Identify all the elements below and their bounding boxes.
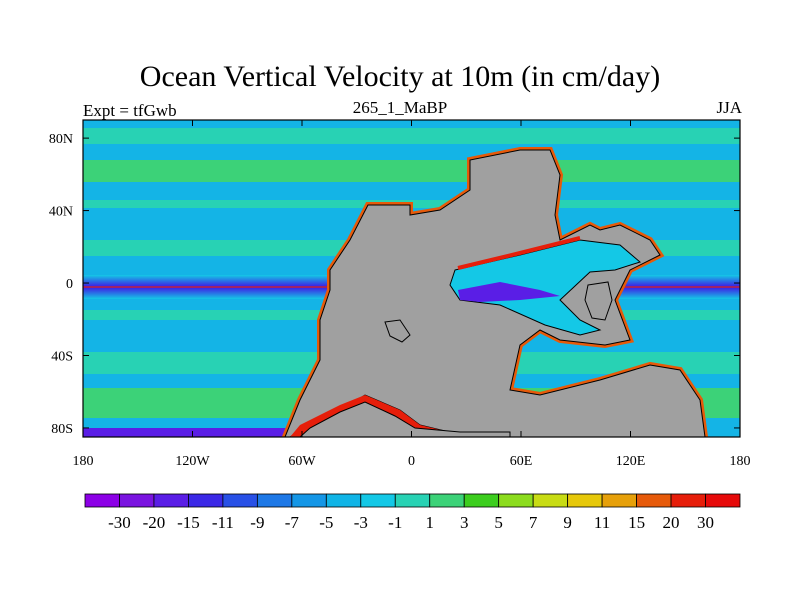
colorbar-swatch [119, 493, 155, 508]
colorbar-swatch [567, 493, 603, 508]
colorbar-label: 3 [460, 513, 469, 532]
colorbar-label: 30 [697, 513, 714, 532]
colorbar-label: -9 [250, 513, 264, 532]
season-label: JJA [716, 98, 742, 117]
colorbar-label: 1 [425, 513, 434, 532]
colorbar-swatch [636, 493, 672, 508]
colorbar-swatch [256, 493, 293, 508]
chart-title: Ocean Vertical Velocity at 10m (in cm/da… [139, 60, 661, 93]
small-island [384, 319, 411, 343]
x-tick-label: 0 [408, 454, 415, 469]
colorbar-label: -11 [212, 513, 234, 532]
colorbar-label: 7 [529, 513, 538, 532]
colorbar-swatch [394, 493, 431, 508]
period-label: 265_1_MaBP [352, 98, 448, 117]
tethys-red-rim [457, 236, 581, 270]
colorbar-label: -7 [285, 513, 300, 532]
colorbar-swatch [532, 493, 569, 508]
colorbar-label: -1 [388, 513, 402, 532]
x-tick-label: 180 [73, 454, 94, 469]
y-tick-label: 80S [51, 422, 73, 437]
colorbar-label: 9 [563, 513, 572, 532]
colorbar-label: -5 [319, 513, 333, 532]
y-tick-label: 0 [66, 277, 73, 292]
x-tick-label: 120E [616, 454, 646, 469]
y-axis: 80N 40N 0 40S 80S [49, 132, 740, 437]
colorbar-swatch [601, 493, 637, 508]
colorbar-swatch [222, 493, 258, 508]
colorbar-swatch [463, 493, 500, 508]
colorbar-swatch [291, 493, 327, 508]
east-island [584, 281, 613, 321]
colorbar-label: -20 [143, 513, 166, 532]
y-tick-label: 40N [49, 205, 73, 220]
colorbar-swatch [429, 493, 465, 508]
colorbar-label: 20 [663, 513, 680, 532]
x-tick-label: 180 [730, 454, 751, 469]
colorbar-label: 11 [594, 513, 610, 532]
colorbar-swatch [325, 493, 362, 508]
colorbar-label: -15 [177, 513, 200, 532]
y-tick-label: 80N [49, 132, 73, 147]
colorbar-swatch [153, 493, 189, 508]
x-tick-label: 60E [510, 454, 533, 469]
north-subpolar-band [83, 160, 740, 182]
colorbar-swatch [84, 493, 120, 508]
colorbar-swatch [498, 493, 534, 508]
tethys-blue-core [458, 282, 560, 302]
antarctic-landmass [299, 401, 511, 437]
experiment-label: Expt = tfGwb [83, 101, 177, 120]
land-layer [281, 147, 709, 437]
tethys-sea [449, 239, 642, 336]
colorbar-label: 5 [494, 513, 503, 532]
colorbar-swatch [705, 493, 741, 508]
colorbar-label: -3 [354, 513, 368, 532]
x-tick-label: 120W [175, 454, 210, 469]
arctic-band [83, 128, 740, 144]
colorbar-swatch [670, 493, 706, 508]
plot-field [83, 120, 740, 437]
y-tick-label: 40S [51, 349, 73, 364]
colorbar-label: -30 [108, 513, 131, 532]
colorbar-swatch [360, 493, 396, 508]
colorbar-label: 15 [628, 513, 645, 532]
colorbar: -30 -20 -15 -11 -9 -7 -5 -3 -1 1 3 5 7 9 11 15 20 30 [84, 493, 741, 532]
x-axis: 180 120W 60W 0 60E 120E 180 [73, 120, 751, 469]
x-tick-label: 60W [288, 454, 316, 469]
colorbar-swatch [188, 493, 224, 508]
